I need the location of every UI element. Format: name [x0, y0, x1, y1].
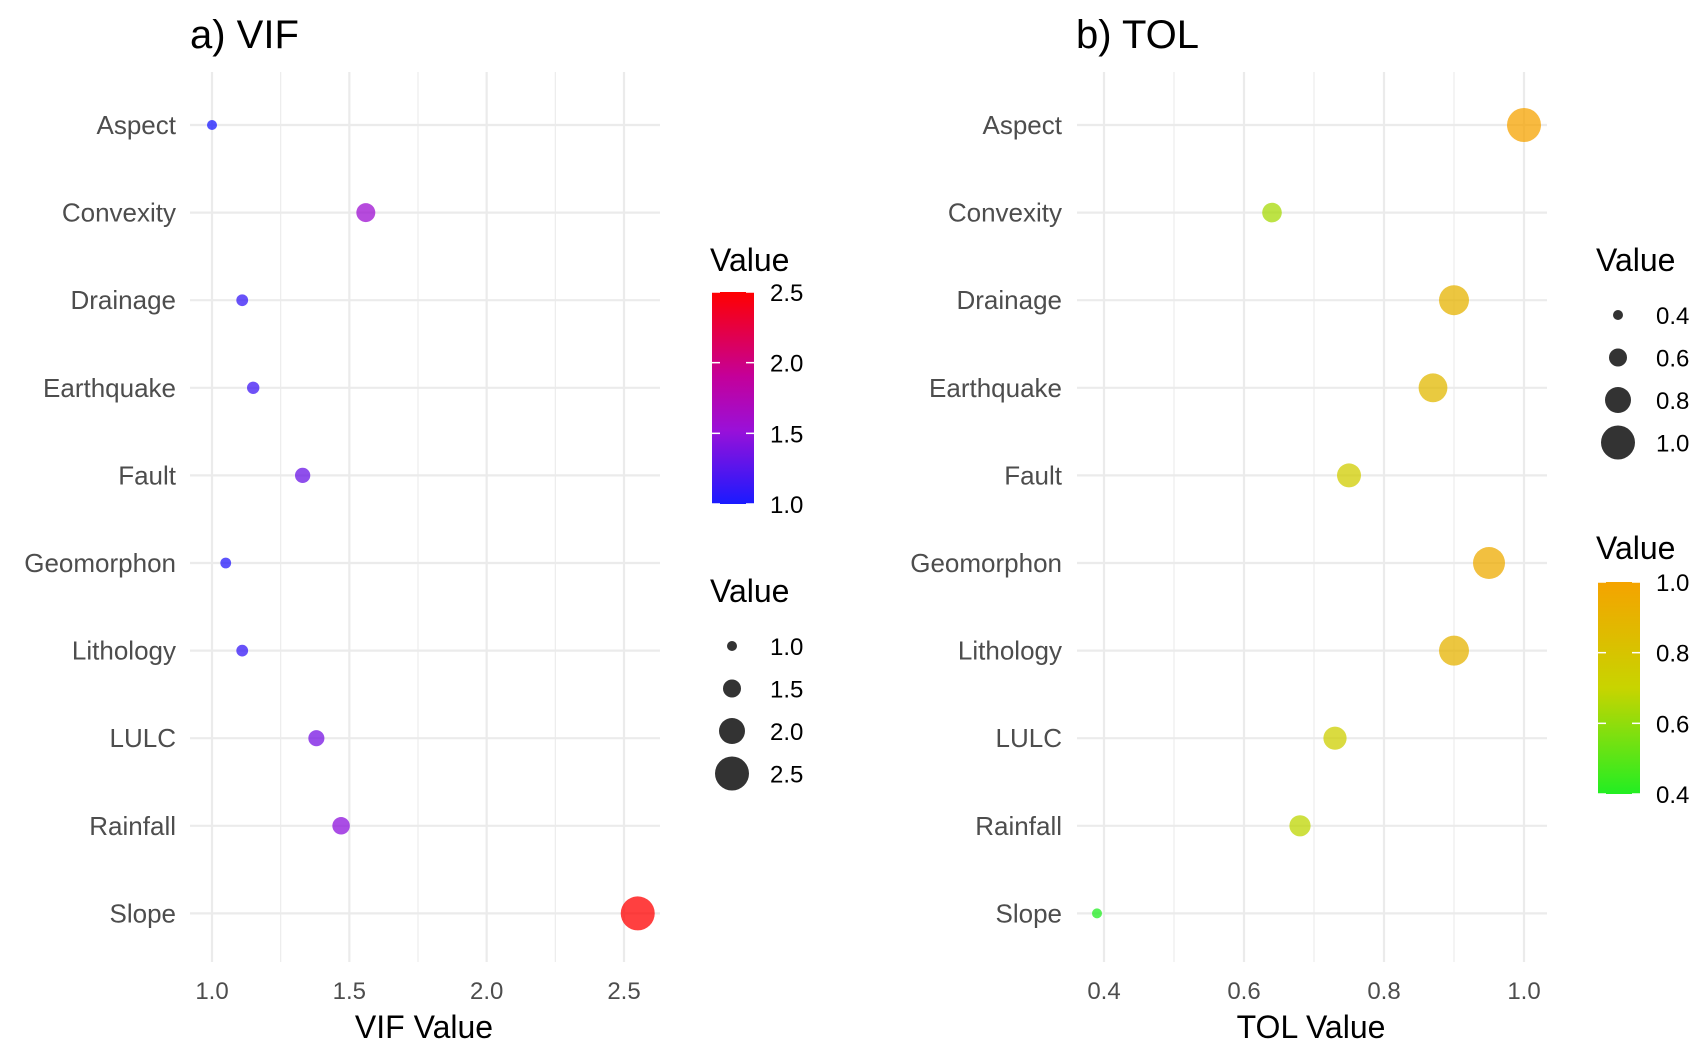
category-label: Convexity [948, 198, 1062, 228]
x-tick-label: 0.6 [1227, 978, 1260, 1005]
category-label: Geomorphon [24, 548, 176, 578]
vif-x-axis-label: VIF Value [355, 1009, 493, 1045]
vif-color-legend-title: Value [710, 242, 789, 278]
category-label: Drainage [956, 285, 1062, 315]
data-point [1507, 108, 1541, 142]
vif-size-legend-title: Value [710, 573, 789, 609]
category-label: Fault [118, 460, 177, 490]
x-tick-label: 2.5 [607, 978, 640, 1005]
color-legend-label: 1.0 [1656, 570, 1689, 597]
size-legend-dot [1609, 348, 1627, 367]
color-legend-label: 2.5 [770, 280, 803, 307]
size-legend-dot [719, 718, 745, 744]
vif-points [207, 120, 655, 931]
color-legend-label: 2.0 [770, 351, 803, 378]
data-point [356, 203, 376, 223]
vif-size-legend-items: 1.0 1.5 2.0 2.5 [715, 634, 803, 791]
vif-x-tick-labels: 1.0 1.5 2.0 2.5 [195, 978, 640, 1005]
size-legend-label: 0.4 [1656, 303, 1689, 330]
size-legend-dot [1601, 425, 1635, 460]
category-label: Lithology [958, 636, 1062, 666]
tol-chart-title: b) TOL [1076, 13, 1199, 57]
tol-gridlines [1077, 72, 1547, 962]
size-legend-label: 2.0 [770, 719, 803, 746]
size-legend-label: 1.0 [770, 634, 803, 661]
color-legend-label: 1.0 [770, 492, 803, 519]
category-label: Earthquake [929, 373, 1062, 403]
size-legend-label: 2.5 [770, 762, 803, 789]
data-point [1092, 908, 1102, 919]
size-legend-label: 1.0 [1656, 431, 1689, 458]
tol-x-tick-labels: 0.4 0.6 0.8 1.0 [1087, 978, 1540, 1005]
data-point [207, 120, 217, 130]
category-label: Fault [1004, 460, 1063, 490]
category-label: Slope [110, 898, 177, 928]
tol-size-legend-items: 0.4 0.6 0.8 1.0 [1601, 303, 1689, 460]
vif-color-bar [712, 292, 754, 504]
tol-x-axis-label: TOL Value [1237, 1009, 1386, 1045]
tol-color-bar [1598, 582, 1640, 794]
data-point [1262, 202, 1282, 223]
category-label: Drainage [70, 285, 176, 315]
size-legend-dot [723, 679, 741, 698]
data-point [236, 644, 249, 657]
category-label: Aspect [983, 110, 1063, 140]
data-point [1473, 547, 1505, 579]
vif-legends: Value 2.5 2.0 1.5 1.0 Value 1.0 1.5 2.0 2.5 [710, 242, 803, 791]
tol-color-legend-ticks: 1.0 0.8 0.6 0.4 [1598, 570, 1689, 809]
category-label: LULC [110, 723, 176, 753]
size-legend-dot [1605, 387, 1631, 413]
tol-points [1092, 108, 1541, 919]
size-legend-label: 0.8 [1656, 388, 1689, 415]
tol-category-labels: Aspect Convexity Drainage Earthquake Fault Ge… [910, 110, 1063, 928]
size-legend-label: 1.5 [770, 677, 803, 704]
size-legend-dot [1613, 310, 1623, 320]
x-tick-label: 0.8 [1367, 978, 1400, 1005]
x-tick-label: 1.0 [195, 978, 228, 1005]
vif-panel: a) VIF Aspect Convexity Drainage Earthquake… [24, 13, 660, 1045]
category-label: Rainfall [975, 811, 1062, 841]
color-legend-label: 1.5 [770, 421, 803, 448]
category-label: LULC [996, 723, 1062, 753]
tol-color-legend-title: Value [1596, 530, 1675, 566]
category-label: Rainfall [89, 811, 176, 841]
category-label: Earthquake [43, 373, 176, 403]
size-legend-dot [715, 756, 749, 791]
color-legend-label: 0.4 [1656, 782, 1689, 809]
tol-legends: Value 0.4 0.6 0.8 1.0 Value 1.0 0.8 0.6 0.4 [1596, 242, 1689, 809]
x-tick-label: 1.5 [333, 978, 366, 1005]
data-point [1337, 463, 1361, 488]
x-tick-label: 2.0 [470, 978, 503, 1005]
data-point [295, 467, 311, 484]
size-legend-label: 0.6 [1656, 346, 1689, 373]
category-label: Convexity [62, 198, 176, 228]
data-point [1323, 726, 1347, 750]
category-label: Slope [996, 898, 1063, 928]
x-tick-label: 0.4 [1087, 978, 1120, 1005]
category-label: Geomorphon [910, 548, 1062, 578]
data-point [220, 557, 232, 569]
size-legend-dot [727, 641, 737, 651]
data-point [1439, 285, 1469, 316]
vif-chart-title: a) VIF [190, 13, 299, 57]
data-point [1289, 815, 1311, 837]
vif-category-labels: Aspect Convexity Drainage Earthquake Fault Ge… [24, 110, 177, 928]
data-point [620, 896, 655, 931]
category-label: Aspect [97, 110, 177, 140]
data-point [1439, 635, 1469, 666]
data-point [332, 817, 350, 835]
category-label: Lithology [72, 636, 176, 666]
data-point [247, 381, 260, 394]
x-tick-label: 1.0 [1507, 978, 1540, 1005]
vif-gridlines [190, 72, 660, 962]
color-legend-label: 0.6 [1656, 711, 1689, 738]
data-point [1418, 373, 1448, 403]
color-legend-label: 0.8 [1656, 641, 1689, 668]
data-point [236, 294, 249, 307]
data-point [308, 730, 325, 747]
vif-color-legend-ticks: 2.5 2.0 1.5 1.0 [712, 280, 803, 519]
tol-panel: b) TOL Aspect Convexity Drainage Earthquake… [910, 13, 1547, 1045]
tol-size-legend-title: Value [1596, 242, 1675, 278]
